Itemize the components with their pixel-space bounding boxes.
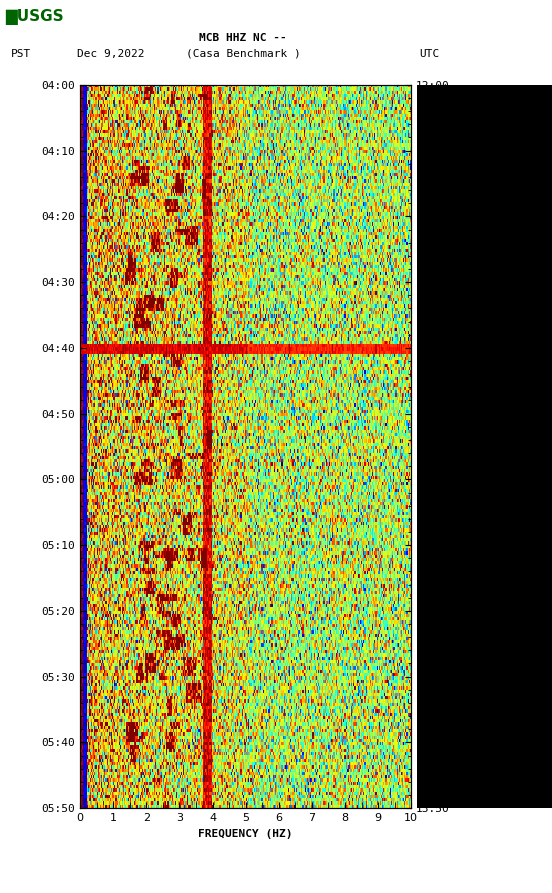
Text: Dec 9,2022: Dec 9,2022 [77,48,145,59]
Text: MCB HHZ NC --: MCB HHZ NC -- [199,32,286,43]
Text: UTC: UTC [420,48,440,59]
Text: █USGS: █USGS [6,9,64,24]
Text: PST: PST [11,48,31,59]
X-axis label: FREQUENCY (HZ): FREQUENCY (HZ) [198,829,293,839]
Text: (Casa Benchmark ): (Casa Benchmark ) [185,48,300,59]
